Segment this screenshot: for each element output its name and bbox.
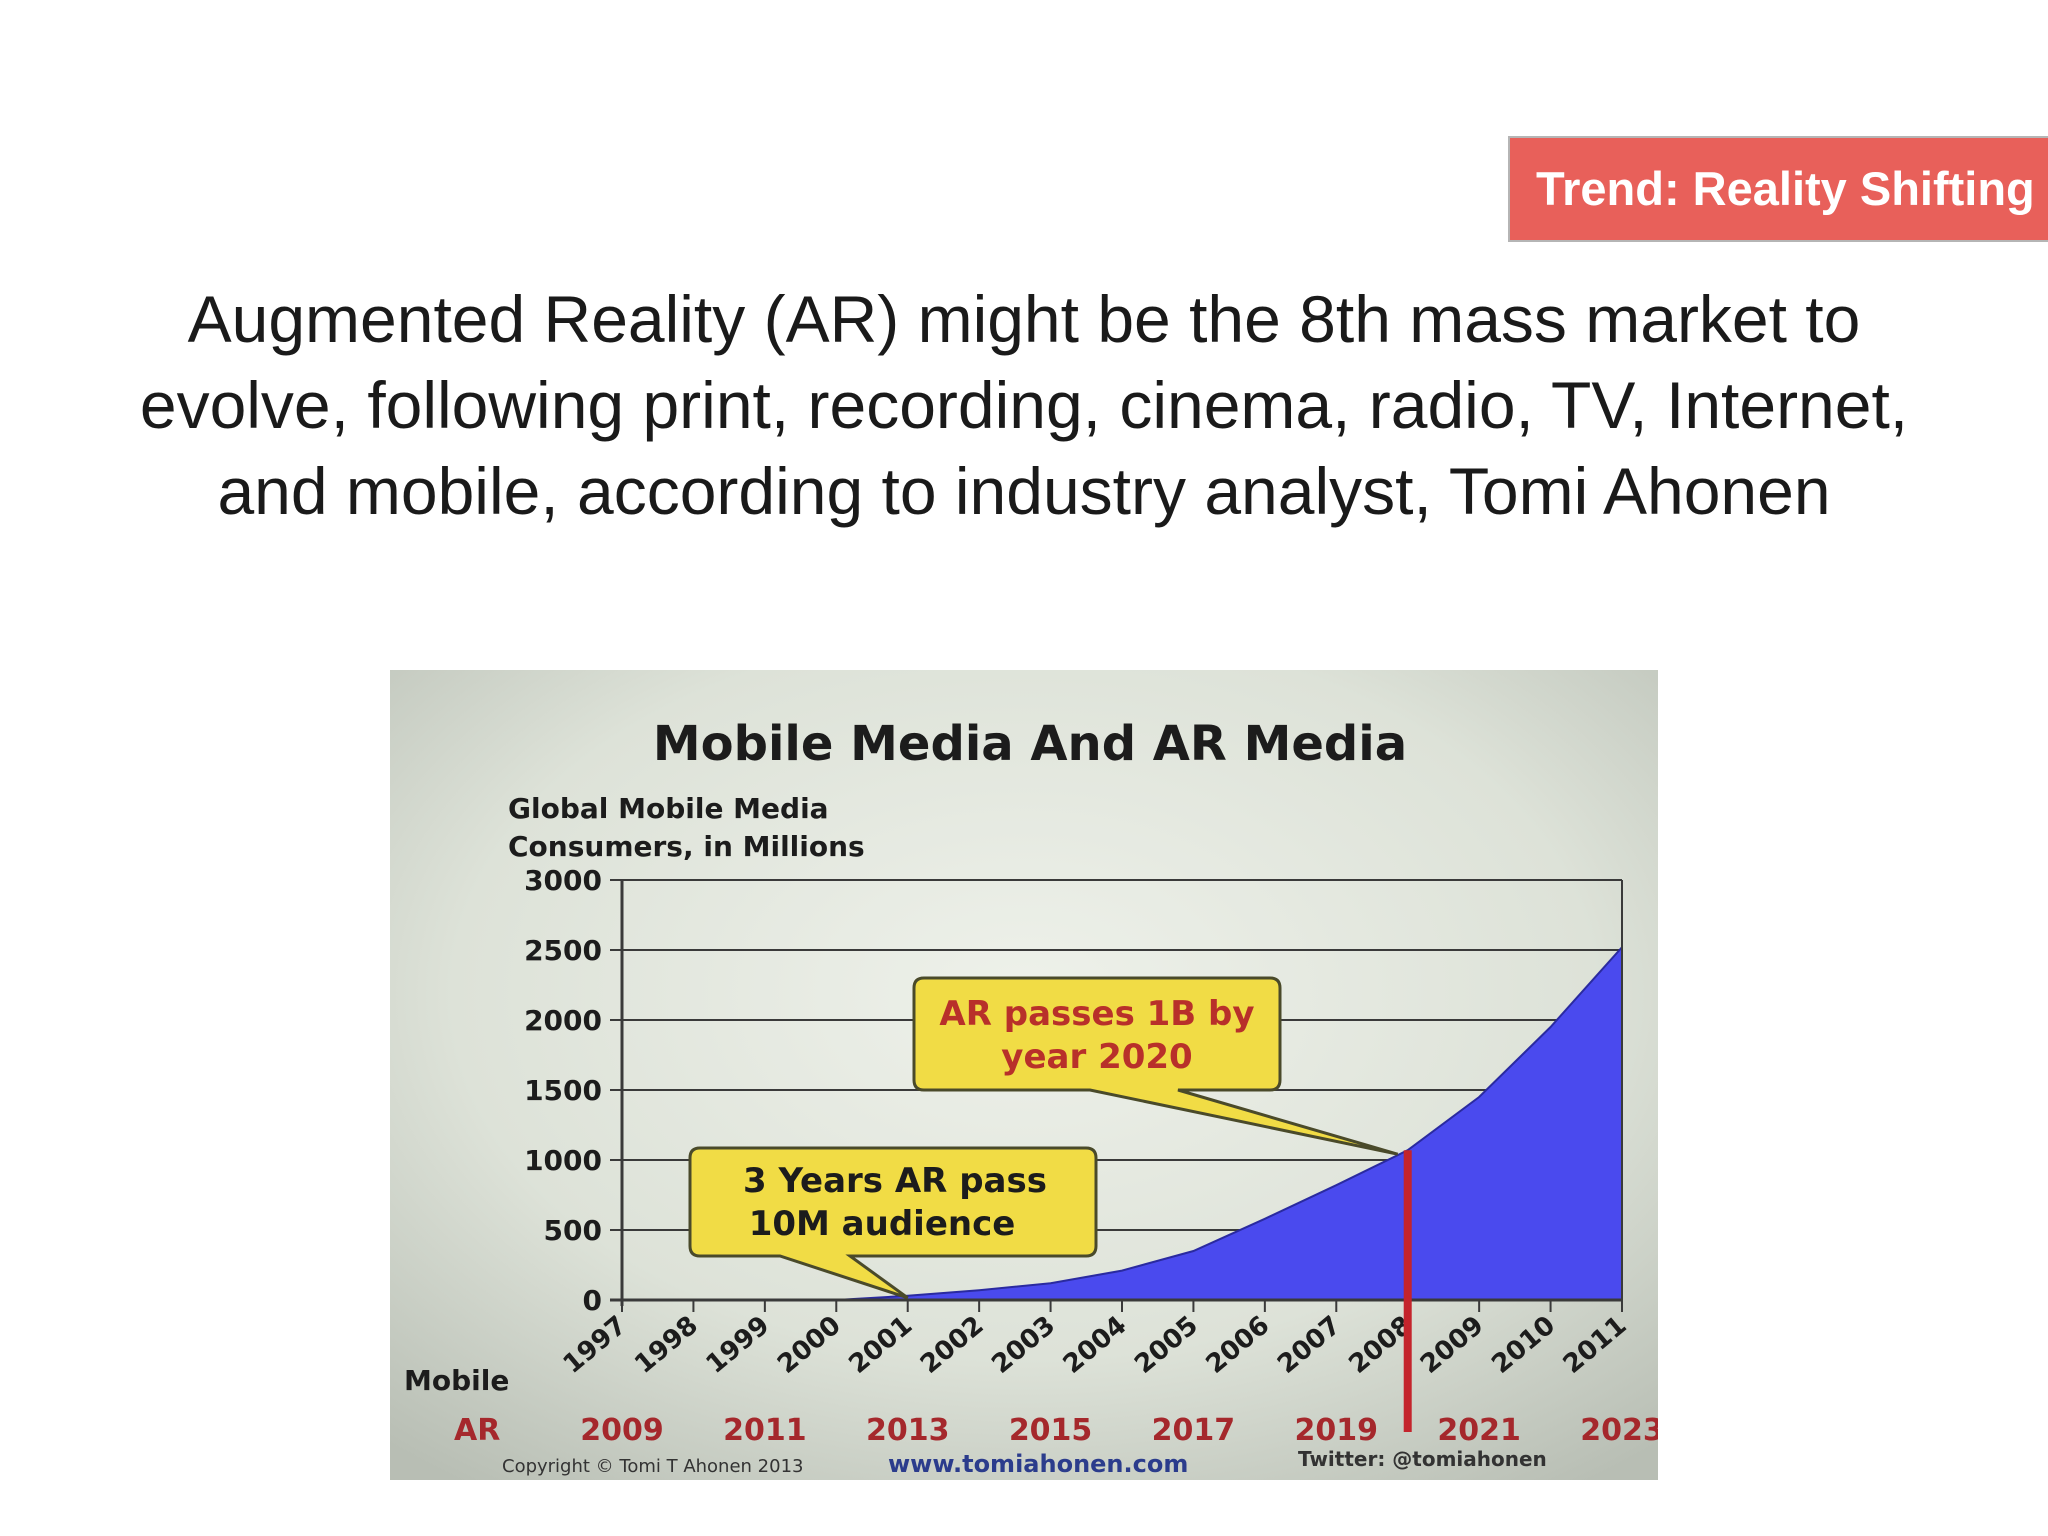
callout-ar-10m: 3 Years AR pass 10M audience — [688, 1146, 1098, 1300]
ar-year-label-2011: 2011 — [723, 1413, 807, 1448]
area-chart: Mobile Media And AR Media Global Mobile … — [390, 670, 1658, 1480]
y-tick-label-500: 500 — [544, 1214, 602, 1247]
ar-year-label-2023: 2023 — [1580, 1413, 1658, 1448]
callout-ar-1b-line1: AR passes 1B by — [939, 994, 1254, 1034]
x-row-label-ar: AR — [454, 1413, 500, 1448]
chart-title: Mobile Media And AR Media — [653, 716, 1407, 772]
ar-year-label-2019: 2019 — [1295, 1413, 1379, 1448]
ar-year-label-2017: 2017 — [1152, 1413, 1236, 1448]
footer-twitter: Twitter: @tomiahonen — [1298, 1447, 1547, 1471]
callout-ar-1b-line2: year 2020 — [1001, 1037, 1192, 1077]
y-tick-label-1000: 1000 — [524, 1144, 602, 1177]
ar-year-label-2015: 2015 — [1009, 1413, 1093, 1448]
chart-photo: Mobile Media And AR Media Global Mobile … — [390, 670, 1658, 1480]
callout-ar-10m-line1: 3 Years AR pass — [743, 1161, 1047, 1201]
y-tick-label-3000: 3000 — [524, 864, 602, 897]
slide-headline: Augmented Reality (AR) might be the 8th … — [139, 282, 1909, 528]
y-tick-label-0: 0 — [583, 1284, 602, 1317]
x-row-label-mobile: Mobile — [404, 1364, 509, 1397]
y-axis-label-line2: Consumers, in Millions — [508, 830, 865, 863]
footer-copyright: Copyright © Tomi T Ahonen 2013 — [502, 1456, 803, 1477]
callout-ar-10m-line2: 10M audience — [749, 1204, 1016, 1244]
ar-year-label-2013: 2013 — [866, 1413, 950, 1448]
callout-ar-1b-shape — [912, 976, 1399, 1156]
trend-tag: Trend: Reality Shifting — [1508, 136, 2048, 242]
trend-tag-label: Trend: Reality Shifting — [1536, 162, 2035, 215]
callout-ar-10m-shape — [688, 1146, 1098, 1300]
y-tick-label-1500: 1500 — [524, 1074, 602, 1107]
ar-year-label-2021: 2021 — [1437, 1413, 1521, 1448]
y-tick-label-2000: 2000 — [524, 1004, 602, 1037]
y-tick-label-2500: 2500 — [524, 934, 602, 967]
footer-website: www.tomiahonen.com — [888, 1450, 1188, 1478]
callout-ar-1b: AR passes 1B by year 2020 — [912, 976, 1399, 1156]
ar-year-label-2009: 2009 — [580, 1413, 664, 1448]
y-axis-label-line1: Global Mobile Media — [508, 792, 829, 825]
